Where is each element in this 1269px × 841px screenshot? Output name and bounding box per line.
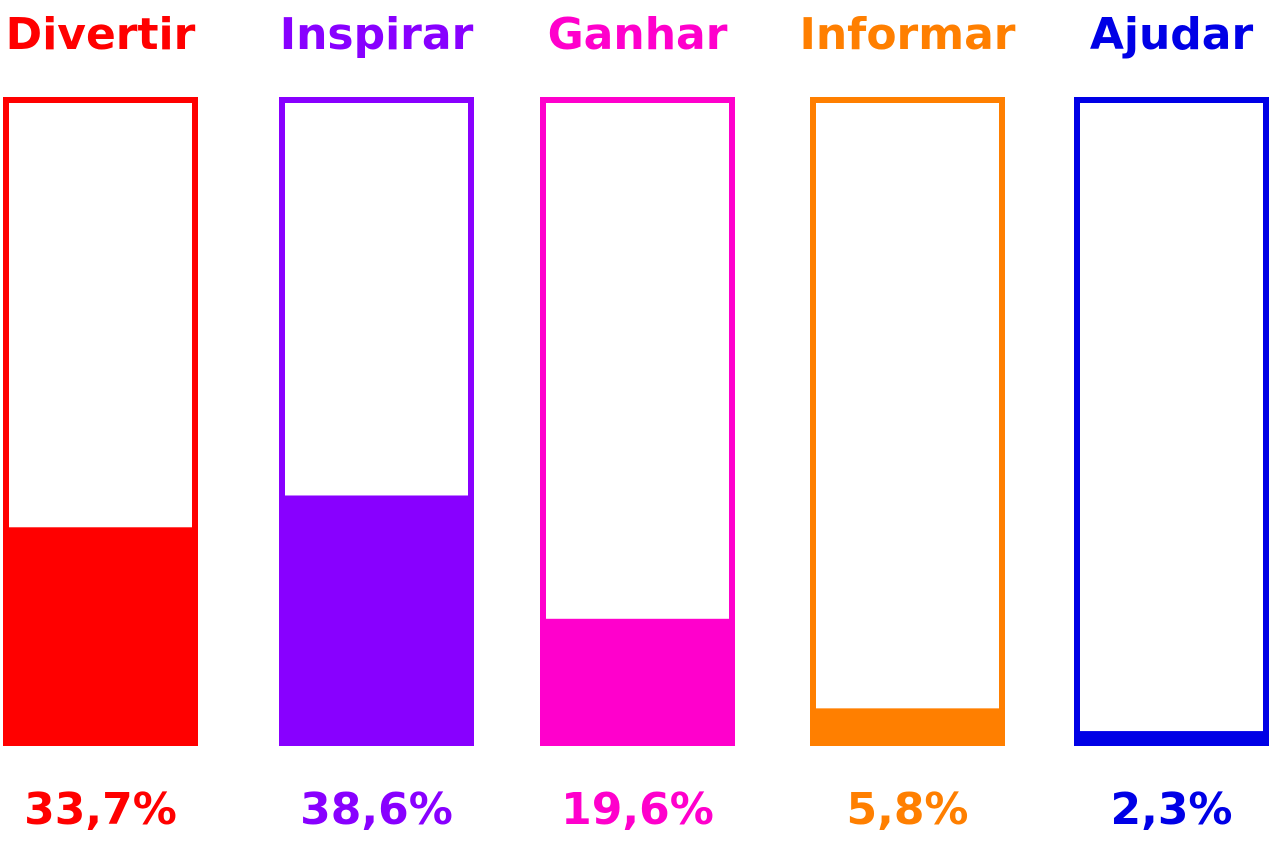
- bar: [3, 527, 198, 746]
- category-label: Divertir: [6, 9, 196, 60]
- bar: [1074, 731, 1269, 746]
- value-label: 5,8%: [846, 784, 968, 835]
- bar-outline: [1074, 97, 1269, 746]
- bar: [540, 618, 735, 746]
- category-label: Informar: [799, 9, 1015, 60]
- category-label: Inspirar: [280, 9, 474, 60]
- value-label: 19,6%: [561, 784, 714, 835]
- bar-outline: [810, 97, 1005, 746]
- bar: [279, 495, 474, 746]
- value-label: 33,7%: [24, 784, 177, 835]
- category-label: Ajudar: [1090, 9, 1254, 60]
- bar: [810, 708, 1005, 746]
- category-label: Ganhar: [548, 9, 728, 60]
- value-label: 2,3%: [1110, 784, 1232, 835]
- value-label: 38,6%: [300, 784, 453, 835]
